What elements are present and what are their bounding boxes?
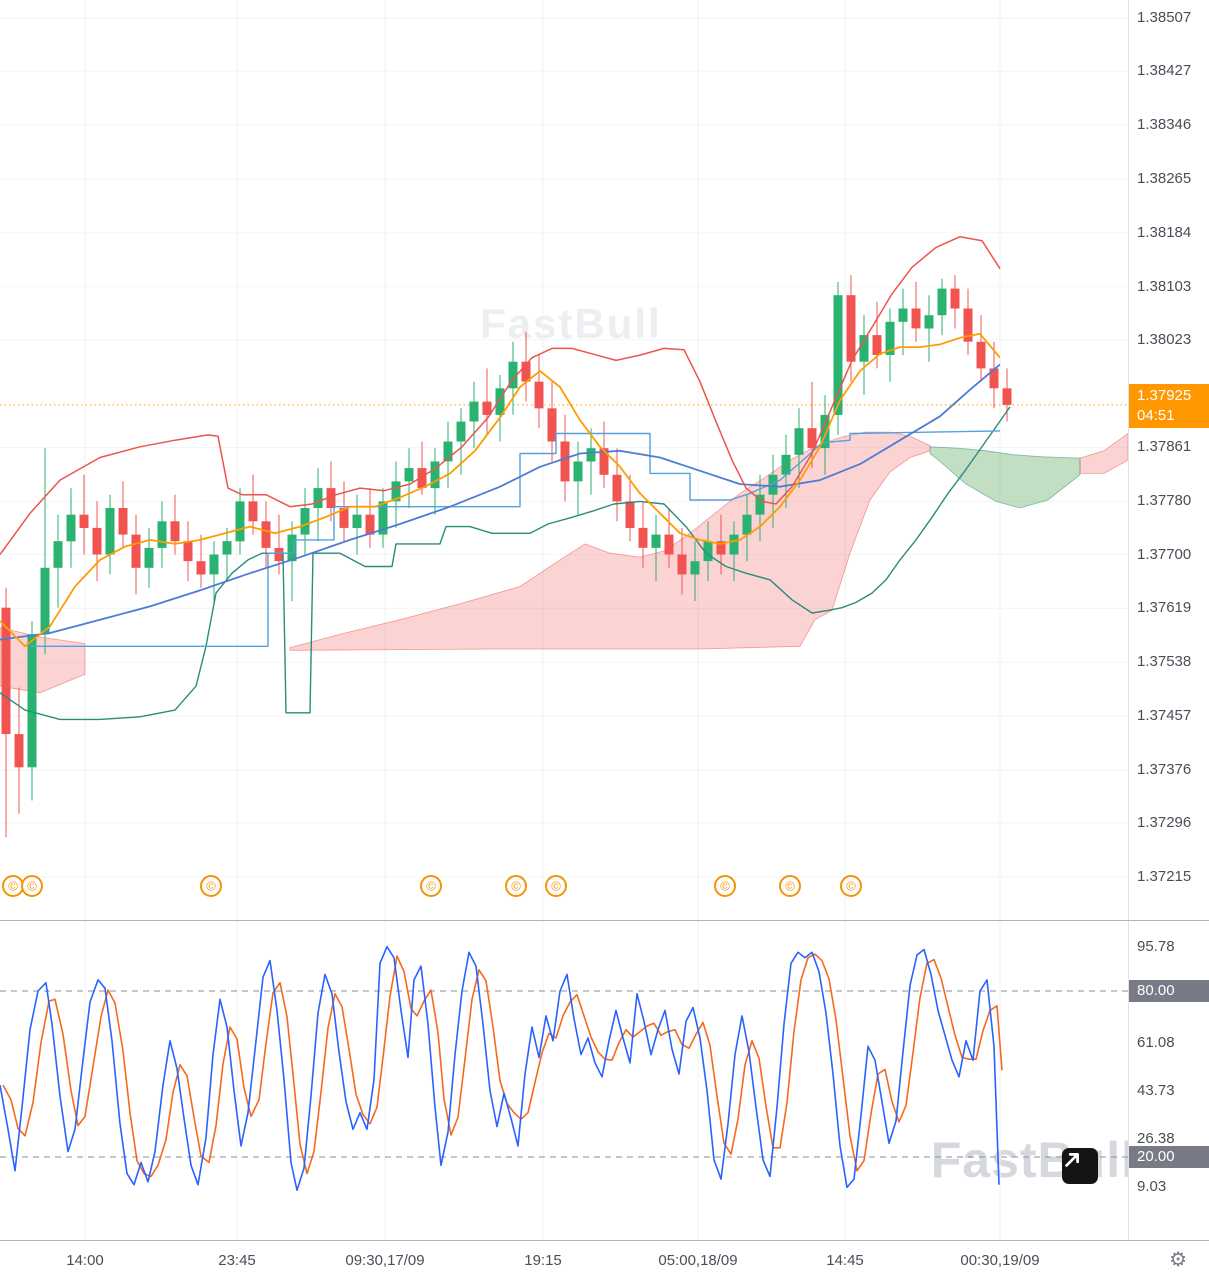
event-marker-icon: [545, 875, 567, 897]
grid-layer: [0, 0, 1128, 920]
time-axis-label: 14:00: [66, 1252, 104, 1269]
pane-divider[interactable]: [0, 920, 1209, 921]
candles-layer: [1, 275, 1012, 838]
indicator-axis-label: 26.38: [1137, 1130, 1175, 1147]
time-axis-label: 00:30,19/09: [960, 1252, 1040, 1269]
event-marker-icon: [714, 875, 736, 897]
svg-text:©: ©: [426, 879, 436, 894]
price-axis-label: 1.38265: [1137, 170, 1192, 187]
gear-icon[interactable]: ⚙: [1169, 1249, 1187, 1271]
price-axis-label: 1.38427: [1137, 62, 1192, 79]
price-axis-label: 1.37861: [1137, 438, 1192, 455]
bar-countdown: 04:51: [1137, 407, 1175, 424]
event-markers-layer[interactable]: © © © © © © © © ©: [2, 875, 862, 897]
arrow-up-right-icon: [1065, 1153, 1079, 1167]
svg-text:©: ©: [206, 879, 216, 894]
price-axis-label: 1.38184: [1137, 224, 1192, 241]
senkou-b-line: [0, 406, 1011, 721]
upper-band-line: [0, 235, 1001, 555]
price-axis-label: 1.38346: [1137, 116, 1192, 133]
indicator-axis-label: 9.03: [1137, 1178, 1167, 1195]
price-axis-label: 1.38023: [1137, 331, 1192, 348]
time-axis-label: 14:45: [826, 1252, 864, 1269]
price-axis-label: 1.37376: [1137, 761, 1192, 778]
price-axis-label: 1.37538: [1137, 653, 1192, 670]
svg-text:©: ©: [8, 879, 18, 894]
svg-text:©: ©: [720, 879, 730, 894]
price-axis-label: 1.37457: [1137, 707, 1192, 724]
level-badge: 80.00: [1129, 980, 1209, 1002]
level-badge: 20.00: [1129, 1146, 1209, 1168]
svg-text:©: ©: [551, 879, 561, 894]
event-marker-icon: [21, 875, 43, 897]
fastbull-logo[interactable]: [1062, 1148, 1098, 1184]
event-marker-icon: [840, 875, 862, 897]
indicator-pane[interactable]: FastBull: [0, 921, 1128, 1240]
price-axis-label: 1.37619: [1137, 599, 1192, 616]
indicator-axis-label: 95.78: [1137, 938, 1175, 955]
svg-text:©: ©: [511, 879, 521, 894]
ma-blue-line: [0, 363, 1001, 641]
price-chart-canvas[interactable]: © © © © © © © © ©: [0, 0, 1128, 920]
time-axis-label: 09:30,17/09: [345, 1252, 425, 1269]
price-axis-label: 1.38507: [1137, 9, 1192, 26]
time-axis-label: 19:15: [524, 1252, 562, 1269]
svg-text:©: ©: [27, 879, 37, 894]
indicator-axis-label: 43.73: [1137, 1082, 1175, 1099]
stoch-d-line: [2, 953, 1003, 1178]
price-axis-label: 1.37700: [1137, 546, 1192, 563]
event-marker-icon: [200, 875, 222, 897]
price-axis-label: 1.37780: [1137, 492, 1192, 509]
time-axis-divider: [0, 1240, 1209, 1241]
indicator-chart-canvas[interactable]: [0, 921, 1128, 1240]
price-axis-label: 1.38103: [1137, 278, 1192, 295]
time-axis-label: 05:00,18/09: [658, 1252, 738, 1269]
indicator-grid-layer: [84, 921, 1001, 1240]
event-marker-icon: [779, 875, 801, 897]
indicator-axis-label: 61.08: [1137, 1034, 1175, 1051]
price-pane[interactable]: FastBull © © © © © © © © ©: [0, 0, 1128, 920]
basis-line: [0, 332, 1001, 648]
axis-separator: [1128, 0, 1129, 1240]
kijun-line: [30, 430, 1001, 647]
time-axis-label: 23:45: [218, 1252, 256, 1269]
current-price-badge: 1.37925 04:51: [1129, 384, 1209, 428]
current-price-value: 1.37925: [1137, 387, 1192, 404]
svg-text:©: ©: [785, 879, 795, 894]
price-axis-label: 1.37296: [1137, 814, 1192, 831]
indicator-axis[interactable]: 95.78 61.08 43.73 26.38 9.03: [1129, 921, 1209, 1240]
event-marker-icon: [420, 875, 442, 897]
time-axis[interactable]: ⚙ 14:00 23:45 09:30,17/09 19:15 05:00,18/09 1…: [0, 1241, 1209, 1276]
price-axis[interactable]: 1.38507 1.38427 1.38346 1.38265 1.38184 1.381…: [1129, 0, 1209, 920]
event-marker-icon: [505, 875, 527, 897]
price-axis-label: 1.37215: [1137, 868, 1192, 885]
svg-text:©: ©: [846, 879, 856, 894]
stoch-k-line: [0, 945, 1000, 1192]
